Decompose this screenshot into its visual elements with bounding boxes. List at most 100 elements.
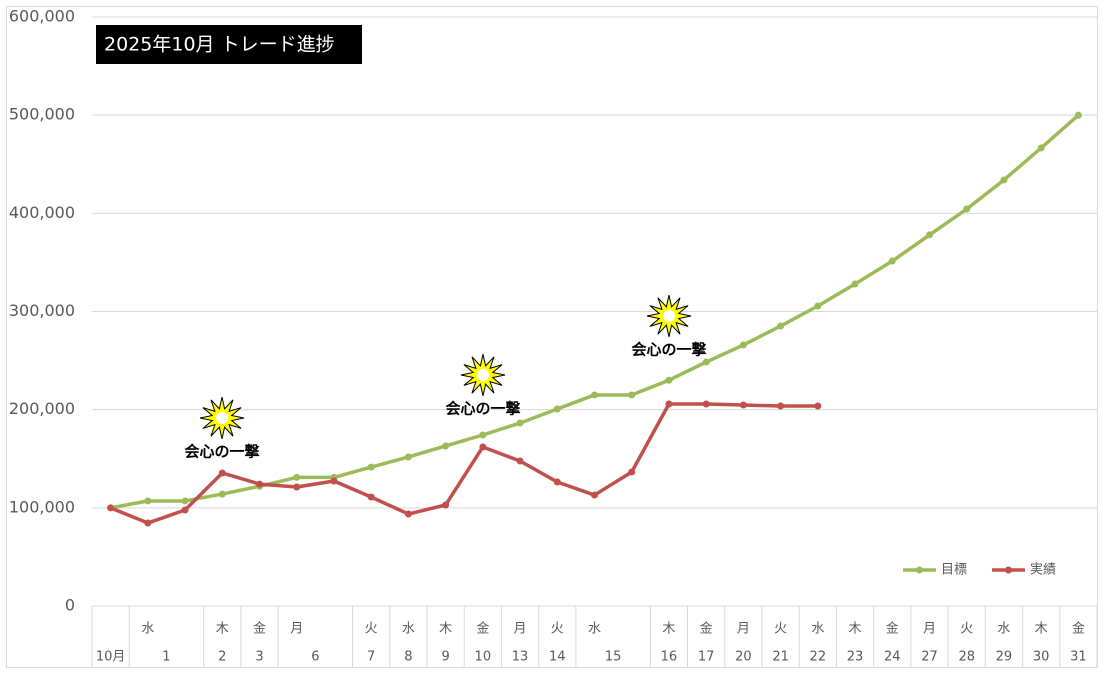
data-point — [479, 431, 487, 439]
data-point — [777, 322, 785, 330]
x-tick-label: 20 — [735, 650, 752, 665]
x-tick-label: 24 — [884, 650, 901, 665]
x-weekday-label: 木 — [849, 622, 862, 637]
x-weekday-label: 月 — [290, 622, 303, 637]
legend-marker — [1005, 566, 1012, 574]
x-tick-label: 31 — [1070, 650, 1087, 665]
data-point — [628, 468, 636, 476]
data-point — [739, 341, 747, 349]
data-point — [442, 501, 450, 509]
y-tick-label: 200,000 — [9, 399, 75, 418]
y-tick-label: 0 — [65, 596, 75, 615]
data-point — [926, 231, 933, 239]
data-point — [1074, 111, 1082, 119]
y-tick-label: 500,000 — [9, 105, 75, 124]
x-tick-label: 16 — [661, 650, 678, 665]
data-point — [814, 302, 822, 310]
x-tick-label: 23 — [847, 650, 864, 665]
x-weekday-label: 火 — [960, 622, 973, 637]
x-tick-label: 8 — [404, 650, 412, 665]
x-tick-label: 10 — [475, 650, 492, 665]
y-tick-label: 300,000 — [9, 301, 75, 320]
x-tick-label: 27 — [921, 650, 938, 665]
data-point — [516, 419, 524, 427]
y-tick-label: 100,000 — [9, 497, 75, 516]
x-weekday-label: 水 — [402, 622, 415, 637]
data-point — [330, 477, 338, 485]
data-point — [144, 497, 152, 505]
x-tick-label: 6 — [311, 650, 319, 665]
data-point — [404, 453, 412, 461]
x-tick-label: 21 — [772, 650, 789, 665]
x-tick-label: 28 — [958, 650, 975, 665]
data-point — [702, 358, 710, 366]
x-tick-label: 30 — [1033, 650, 1050, 665]
data-point — [888, 257, 896, 265]
data-point — [814, 402, 822, 410]
data-point — [293, 473, 301, 481]
data-point — [1000, 176, 1008, 184]
x-weekday-label: 金 — [700, 621, 713, 637]
x-weekday-label: 火 — [774, 622, 787, 637]
chart-border — [6, 6, 1098, 668]
x-weekday-label: 金 — [253, 621, 266, 637]
y-tick-label: 400,000 — [9, 203, 75, 222]
x-tick-label: 17 — [698, 650, 715, 665]
data-point — [665, 376, 673, 384]
title-box — [96, 25, 362, 64]
x-weekday-label: 金 — [476, 621, 489, 637]
data-point — [367, 493, 375, 501]
annotation: 会心の一撃 — [631, 341, 706, 359]
data-point — [963, 205, 971, 213]
data-point — [144, 519, 152, 527]
x-weekday-label: 木 — [216, 622, 229, 637]
data-point — [218, 490, 226, 498]
x-tick-label: 15 — [605, 650, 622, 665]
x-tick-label: 29 — [996, 650, 1013, 665]
data-point — [516, 457, 524, 465]
starburst-center — [477, 369, 489, 381]
data-point — [367, 463, 375, 471]
series-line — [109, 402, 818, 525]
data-point — [293, 483, 301, 491]
data-point — [553, 478, 561, 486]
data-point — [739, 401, 747, 409]
starburst-center — [663, 310, 675, 322]
data-point — [553, 405, 561, 413]
annotation: 会心の一撃 — [184, 443, 259, 461]
data-point — [628, 391, 636, 399]
x-weekday-label: 水 — [141, 622, 154, 637]
x-tick-label: 10月 — [96, 650, 126, 665]
data-point — [1037, 144, 1045, 152]
data-point — [777, 402, 785, 410]
legend-label: 実績 — [1030, 562, 1056, 578]
x-tick-label: 2 — [218, 650, 226, 665]
legend-marker — [916, 566, 923, 574]
x-tick-label: 3 — [255, 650, 263, 665]
x-weekday-label: 木 — [1035, 622, 1048, 637]
data-point — [702, 400, 710, 408]
starburst-center — [216, 412, 228, 424]
x-weekday-label: 月 — [514, 622, 527, 637]
x-weekday-label: 金 — [886, 621, 899, 637]
x-weekday-label: 月 — [737, 622, 750, 637]
y-tick-label: 600,000 — [9, 7, 75, 26]
x-tick-label: 9 — [441, 650, 449, 665]
x-weekday-label: 金 — [1072, 621, 1085, 637]
chart-title: 2025年10月 トレード進捗 — [104, 34, 335, 56]
data-point — [851, 280, 859, 288]
x-weekday-label: 水 — [997, 622, 1010, 637]
x-tick-label: 22 — [810, 650, 827, 665]
data-point — [442, 442, 450, 450]
data-point — [181, 506, 189, 514]
x-weekday-label: 火 — [551, 622, 564, 637]
x-tick-label: 7 — [367, 650, 375, 665]
data-point — [479, 443, 487, 451]
x-tick-label: 1 — [162, 650, 170, 665]
data-point — [181, 497, 189, 505]
data-point — [218, 469, 226, 477]
x-tick-label: 13 — [512, 650, 529, 665]
x-weekday-label: 木 — [439, 622, 452, 637]
data-point — [591, 491, 598, 499]
data-point — [591, 391, 598, 399]
